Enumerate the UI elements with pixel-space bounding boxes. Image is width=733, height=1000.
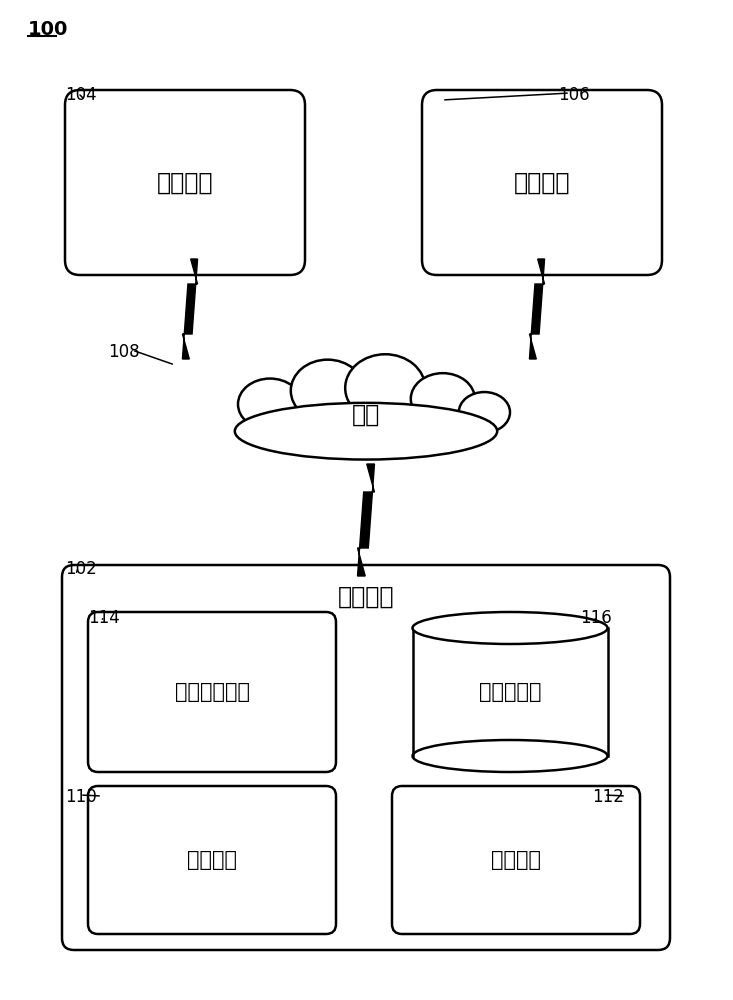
Polygon shape [358, 464, 375, 576]
Text: 100: 100 [28, 20, 68, 39]
Ellipse shape [413, 612, 608, 644]
Text: 策略存储库: 策略存储库 [479, 682, 541, 702]
FancyBboxPatch shape [62, 565, 670, 950]
Text: 计算设备: 计算设备 [338, 585, 394, 609]
Text: 证实服务: 证实服务 [157, 170, 213, 194]
FancyBboxPatch shape [65, 90, 305, 275]
FancyBboxPatch shape [88, 786, 336, 934]
Ellipse shape [291, 360, 364, 422]
Text: 110: 110 [65, 788, 97, 806]
Text: 108: 108 [108, 343, 139, 361]
FancyBboxPatch shape [392, 786, 640, 934]
Ellipse shape [410, 373, 475, 424]
Text: 设备管理代理: 设备管理代理 [174, 682, 249, 702]
Text: 引导系统: 引导系统 [187, 850, 237, 870]
Text: 116: 116 [580, 609, 612, 627]
Ellipse shape [345, 354, 425, 422]
Text: 102: 102 [65, 560, 97, 578]
Text: 114: 114 [88, 609, 119, 627]
FancyBboxPatch shape [88, 612, 336, 772]
Ellipse shape [459, 392, 510, 433]
Ellipse shape [238, 379, 302, 430]
Text: 112: 112 [592, 788, 624, 806]
Text: 管理服务: 管理服务 [514, 170, 570, 194]
FancyBboxPatch shape [422, 90, 662, 275]
Polygon shape [529, 259, 545, 359]
Polygon shape [183, 259, 198, 359]
Bar [413, 628, 608, 756]
Text: 104: 104 [65, 86, 97, 104]
Text: 106: 106 [558, 86, 589, 104]
Text: 网络: 网络 [352, 403, 380, 427]
Ellipse shape [235, 403, 497, 460]
Text: 度量系统: 度量系统 [491, 850, 541, 870]
